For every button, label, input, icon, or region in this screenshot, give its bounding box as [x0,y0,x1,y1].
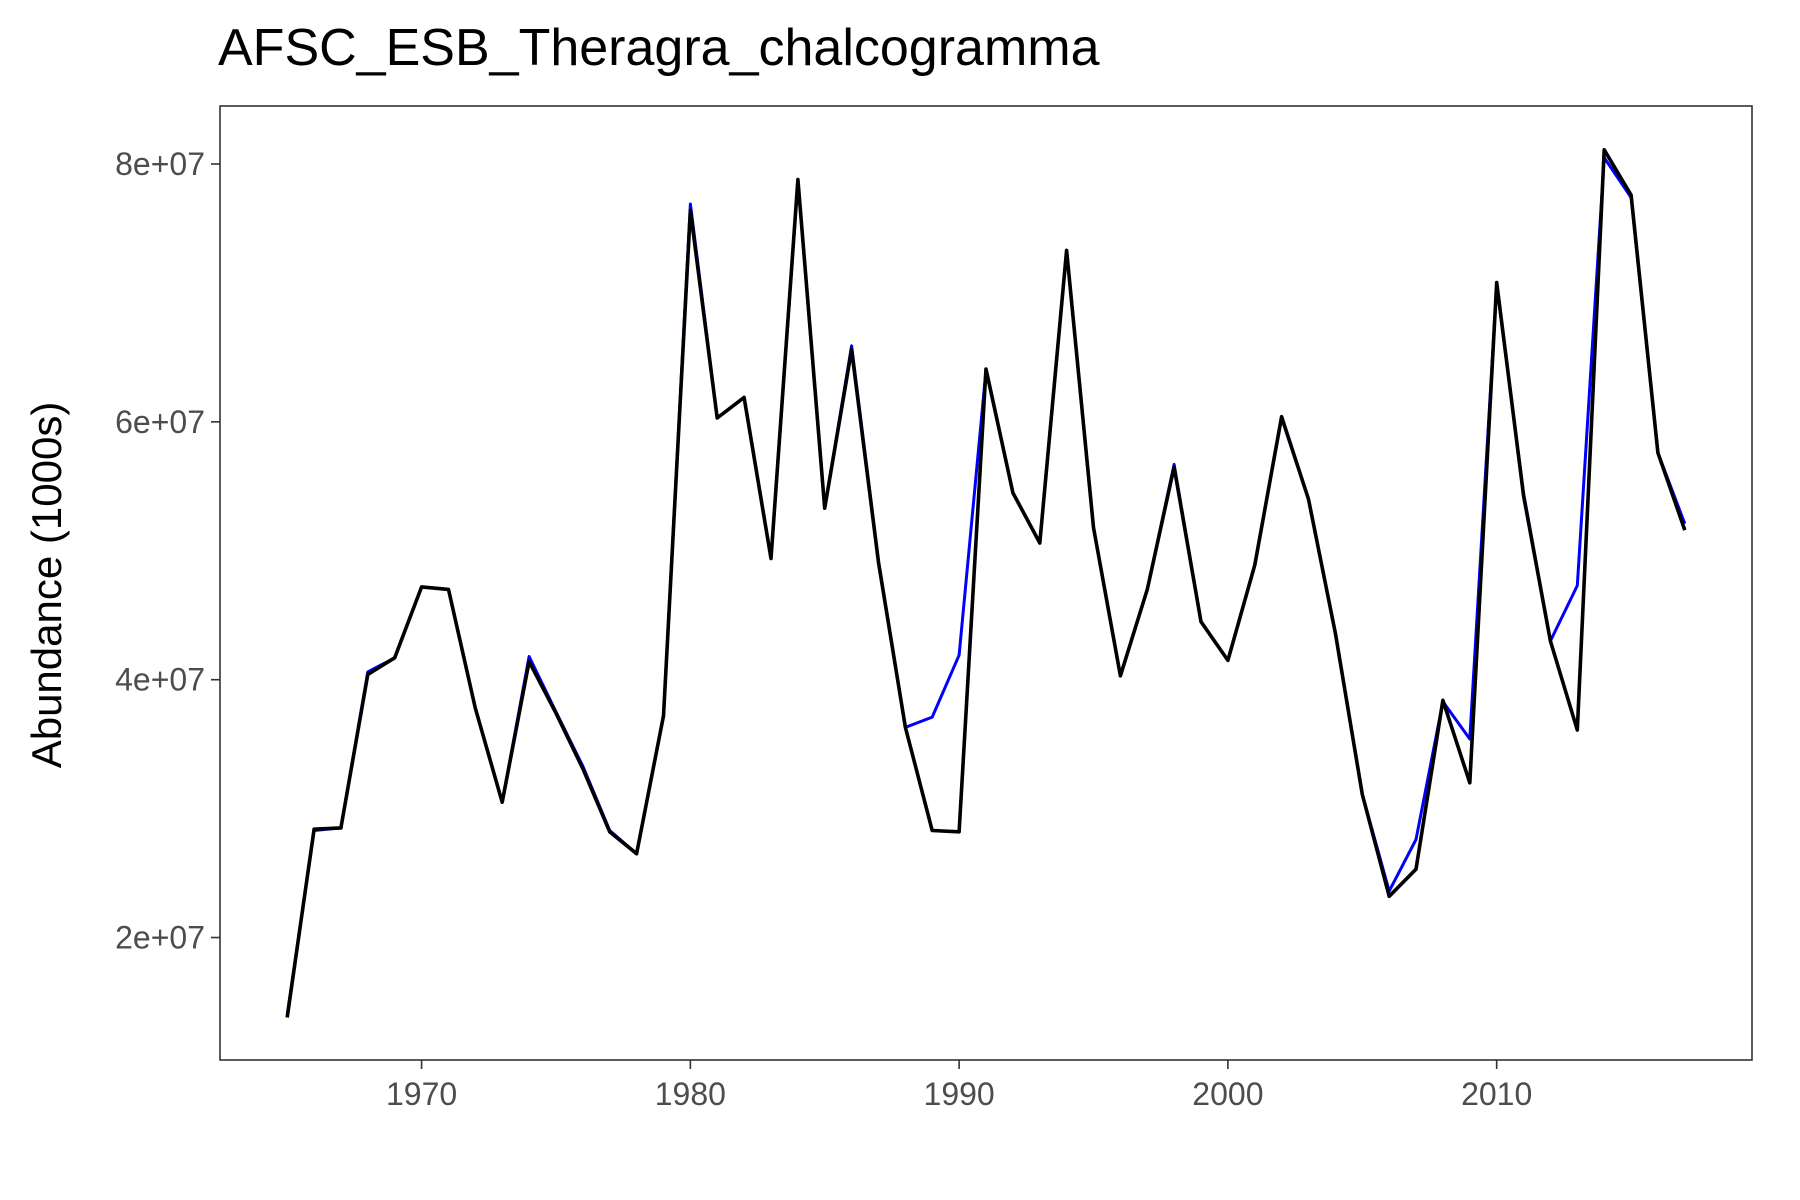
x-tick-label: 2010 [1461,1076,1532,1112]
y-tick-label: 2e+07 [115,920,205,956]
plot-area: 2e+07 4e+07 6e+07 8e+07 1970 1980 1990 2000 2010 [115,105,1753,1112]
y-tick-label: 4e+07 [115,662,205,698]
y-tick-label: 6e+07 [115,404,205,440]
x-tick-label: 1970 [386,1076,457,1112]
x-tick-label: 1990 [924,1076,995,1112]
x-tick-label: 1980 [655,1076,726,1112]
plot-panel-border [219,105,1753,1061]
series-line-2 [285,148,1687,1018]
y-tick-label: 8e+07 [115,146,205,182]
x-tick-label: 2000 [1192,1076,1263,1112]
chart-title: AFSC_ESB_Theragra_chalcogramma [218,19,1100,77]
y-axis-label: Abundance (1000s) [23,402,70,769]
